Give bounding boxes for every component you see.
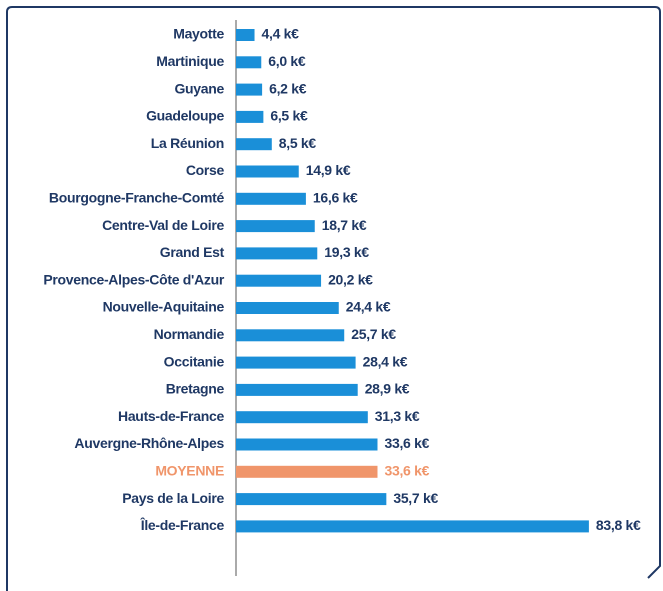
bar <box>236 493 387 506</box>
value-label: 4,4 k€ <box>262 26 300 42</box>
bar <box>236 465 378 478</box>
bar <box>236 56 262 69</box>
bar <box>236 411 368 424</box>
category-label: Île-de-France <box>140 516 225 533</box>
value-label: 25,7 k€ <box>351 326 396 342</box>
value-label: 24,4 k€ <box>346 299 391 315</box>
category-label: Provence-Alpes-Côte d'Azur <box>43 271 225 287</box>
category-label: Bretagne <box>166 381 225 397</box>
category-label: Normandie <box>154 326 225 342</box>
category-label: Guadeloupe <box>146 108 224 124</box>
category-label: La Réunion <box>151 135 224 151</box>
frame <box>6 6 661 591</box>
category-label: Occitanie <box>164 353 225 369</box>
value-label: 33,6 k€ <box>384 435 429 451</box>
bar <box>236 356 356 369</box>
value-label: 19,3 k€ <box>324 244 369 260</box>
category-label: Corse <box>186 162 225 178</box>
value-label: 6,2 k€ <box>269 80 307 96</box>
bar <box>236 165 299 178</box>
category-label: Mayotte <box>173 26 224 42</box>
bar <box>236 247 318 260</box>
value-label: 31,3 k€ <box>375 408 420 424</box>
category-label: Hauts-de-France <box>118 408 224 424</box>
category-label: Martinique <box>156 53 224 69</box>
value-label: 28,9 k€ <box>365 381 410 397</box>
category-label: Guyane <box>174 80 224 96</box>
value-label: 16,6 k€ <box>313 190 358 206</box>
bar <box>236 192 306 205</box>
bar <box>236 329 345 342</box>
bar <box>236 138 272 151</box>
bar <box>236 83 263 96</box>
value-label: 8,5 k€ <box>279 135 317 151</box>
category-label: Bourgogne-Franche-Comté <box>49 190 225 206</box>
category-label: Grand Est <box>160 244 225 260</box>
bar <box>236 438 378 451</box>
value-label: 6,5 k€ <box>270 108 308 124</box>
category-label: MOYENNE <box>155 463 224 479</box>
bar <box>236 520 589 533</box>
value-label: 14,9 k€ <box>306 162 351 178</box>
value-label: 6,0 k€ <box>268 53 306 69</box>
bar <box>236 274 322 287</box>
category-label: Centre-Val de Loire <box>102 217 224 233</box>
category-label: Auvergne-Rhône-Alpes <box>74 435 224 451</box>
value-label: 28,4 k€ <box>363 353 408 369</box>
bar <box>236 383 358 396</box>
category-label: Pays de la Loire <box>122 490 224 506</box>
category-label: Nouvelle-Aquitaine <box>103 299 225 315</box>
bar <box>236 110 264 123</box>
value-label: 83,8 k€ <box>596 517 641 533</box>
value-label: 18,7 k€ <box>322 217 367 233</box>
value-label: 33,6 k€ <box>384 463 429 479</box>
bar <box>236 29 255 41</box>
value-label: 35,7 k€ <box>393 490 438 506</box>
bar <box>236 302 339 314</box>
value-label: 20,2 k€ <box>328 271 373 287</box>
bar <box>236 220 315 233</box>
